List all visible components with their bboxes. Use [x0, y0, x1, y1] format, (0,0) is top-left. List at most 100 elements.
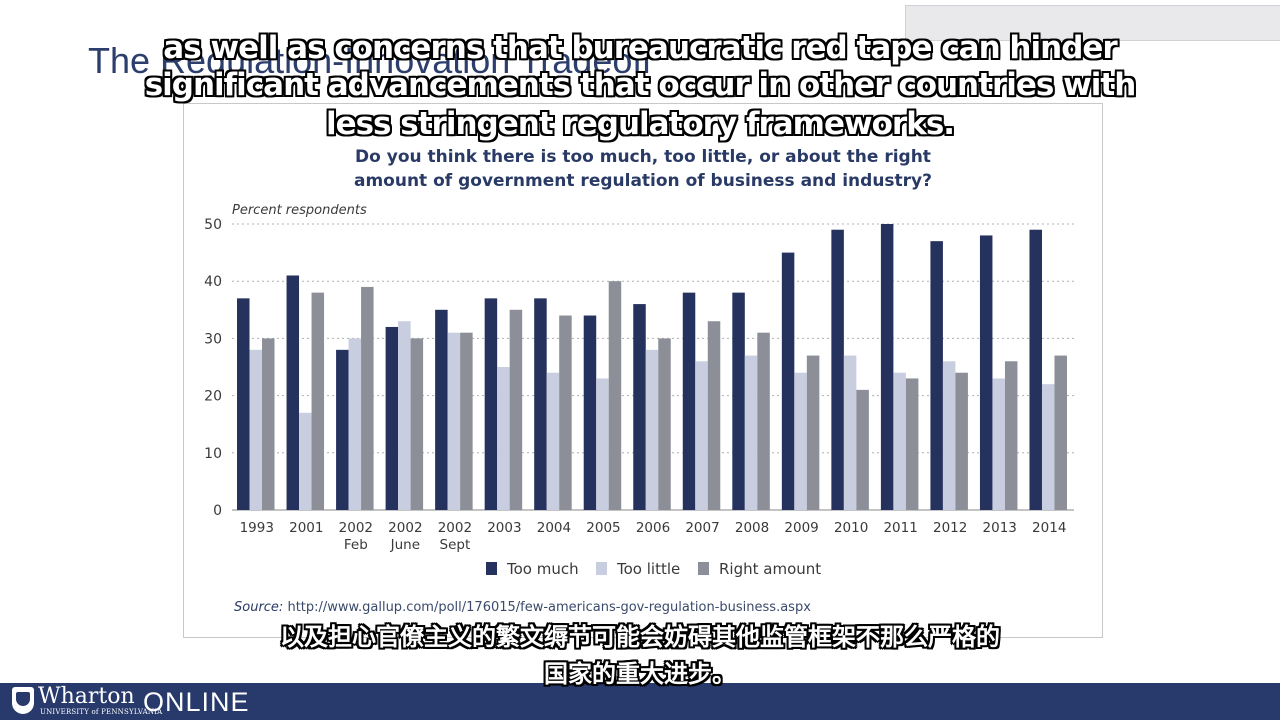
- bar-right-amount: [460, 332, 473, 510]
- bar-right-amount: [608, 281, 622, 510]
- bar-too-much: [979, 235, 993, 510]
- bar-too-little: [695, 361, 708, 510]
- wharton-logo-text: Wharton: [38, 684, 135, 709]
- bar-too-much: [435, 309, 448, 510]
- bar-too-much: [385, 326, 399, 510]
- bar-too-little: [942, 361, 956, 510]
- bar-too-much: [781, 252, 795, 510]
- bar-too-little: [843, 355, 857, 510]
- bar-right-amount: [1004, 361, 1018, 510]
- bar-too-much: [286, 275, 300, 510]
- chart-source: Source: http://www.gallup.com/poll/17601…: [234, 600, 811, 615]
- corner-overlay-box: [905, 5, 1280, 41]
- bar-right-amount: [509, 309, 523, 510]
- x-tick-label: 2002: [339, 520, 373, 536]
- x-tick-label: Feb: [344, 537, 368, 553]
- bar-right-amount: [707, 321, 721, 510]
- footer-bar: Wharton UNIVERSITY of PENNSYLVANIA ONLIN…: [0, 683, 1280, 720]
- subtitle-chinese-line-2: 国家的重大进步。: [544, 660, 736, 688]
- subtitle-chinese-line-1: 以及担心官僚主义的繁文缛节可能会妨碍其他监管框架不那么严格的: [280, 623, 1000, 651]
- bar-right-amount: [262, 338, 275, 510]
- legend-swatch: [596, 562, 607, 575]
- bar-too-little: [249, 349, 263, 510]
- source-url[interactable]: http://www.gallup.com/poll/176015/few-am…: [287, 600, 811, 615]
- x-tick-label: 2003: [487, 520, 521, 536]
- university-text: UNIVERSITY of PENNSYLVANIA: [40, 708, 163, 716]
- source-label: Source:: [234, 600, 284, 615]
- x-tick-label: June: [390, 537, 420, 553]
- penn-shield-icon: [12, 687, 34, 714]
- bar-too-much: [1029, 229, 1042, 510]
- bar-too-much: [237, 298, 250, 510]
- x-tick-label: Sept: [440, 537, 471, 553]
- bar-chart: 0 10 20 30 40 50 Percent respondents 1993 2001 20…: [204, 203, 1074, 578]
- chart-frame: Do you think there is too much, too litt…: [183, 103, 1103, 638]
- bar-too-much: [583, 315, 597, 510]
- bar-too-much: [831, 229, 844, 510]
- x-tick-label: 2005: [586, 520, 620, 536]
- bar-too-much: [880, 224, 894, 510]
- bar-right-amount: [905, 378, 919, 510]
- bar-too-little: [596, 378, 609, 510]
- bar-right-amount: [410, 338, 424, 510]
- y-tick-label: 30: [204, 331, 222, 347]
- x-tick-label: 2013: [983, 520, 1017, 536]
- subtitle-english-line-1: as well as concerns that bureaucratic re…: [163, 30, 1117, 66]
- x-tick-label: 2007: [685, 520, 719, 536]
- bar-right-amount: [955, 372, 968, 510]
- bar-right-amount: [856, 389, 869, 510]
- bar-too-little: [447, 332, 461, 510]
- bar-too-little: [299, 412, 312, 510]
- y-tick-label: 10: [204, 446, 222, 462]
- x-tick-label: 2002: [388, 520, 422, 536]
- bar-too-much: [633, 304, 646, 510]
- bar-too-little: [645, 349, 659, 510]
- bar-right-amount: [806, 355, 820, 510]
- legend-swatch: [486, 562, 497, 575]
- bar-too-much: [534, 298, 547, 510]
- x-tick-label: 1993: [240, 520, 274, 536]
- subtitle-english-line-2: significant advancements that occur in o…: [144, 67, 1137, 103]
- bar-too-little: [546, 372, 560, 510]
- x-tick-label: 2004: [537, 520, 571, 536]
- online-label: ONLINE: [143, 687, 250, 717]
- bar-too-little: [744, 355, 758, 510]
- x-tick-label: 2014: [1032, 520, 1066, 536]
- x-tick-label: 2001: [289, 520, 323, 536]
- y-axis-label: Percent respondents: [232, 203, 367, 218]
- x-tick-label: 2002: [438, 520, 472, 536]
- bar-right-amount: [1054, 355, 1067, 510]
- y-tick-label: 20: [204, 389, 222, 405]
- bar-too-little: [893, 372, 906, 510]
- x-tick-label: 2010: [834, 520, 868, 536]
- bar-too-much: [336, 349, 349, 510]
- x-tick-label: 2012: [933, 520, 967, 536]
- bar-too-little: [1041, 384, 1055, 510]
- subtitle-english-line-3: less stringent regulatory frameworks.: [325, 106, 955, 142]
- bar-too-little: [794, 372, 807, 510]
- x-tick-label: 2008: [735, 520, 769, 536]
- bar-right-amount: [559, 315, 572, 510]
- legend-label: Too little: [616, 560, 680, 578]
- bar-too-little: [348, 338, 362, 510]
- y-tick-label: 40: [204, 274, 222, 290]
- bar-too-much: [732, 292, 745, 510]
- slide-title: The Regulation-Innovation Tradeoff: [88, 40, 652, 81]
- legend-swatch: [698, 562, 709, 575]
- legend-label: Right amount: [719, 560, 821, 578]
- bar-right-amount: [757, 332, 770, 510]
- legend-label: Too much: [506, 560, 579, 578]
- x-tick-label: 2011: [883, 520, 917, 536]
- y-tick-label: 50: [204, 217, 222, 233]
- bar-right-amount: [361, 286, 374, 510]
- bar-too-little: [497, 367, 510, 510]
- bar-too-little: [398, 321, 411, 510]
- chart-question-line-2: amount of government regulation of busin…: [353, 171, 933, 191]
- bar-too-much: [484, 298, 498, 510]
- bar-too-much: [682, 292, 696, 510]
- x-tick-label: 2009: [784, 520, 818, 536]
- chart-question-line-1: Do you think there is too much, too litt…: [355, 147, 931, 167]
- x-tick-label: 2006: [636, 520, 670, 536]
- bar-right-amount: [658, 338, 671, 510]
- bar-right-amount: [311, 292, 325, 510]
